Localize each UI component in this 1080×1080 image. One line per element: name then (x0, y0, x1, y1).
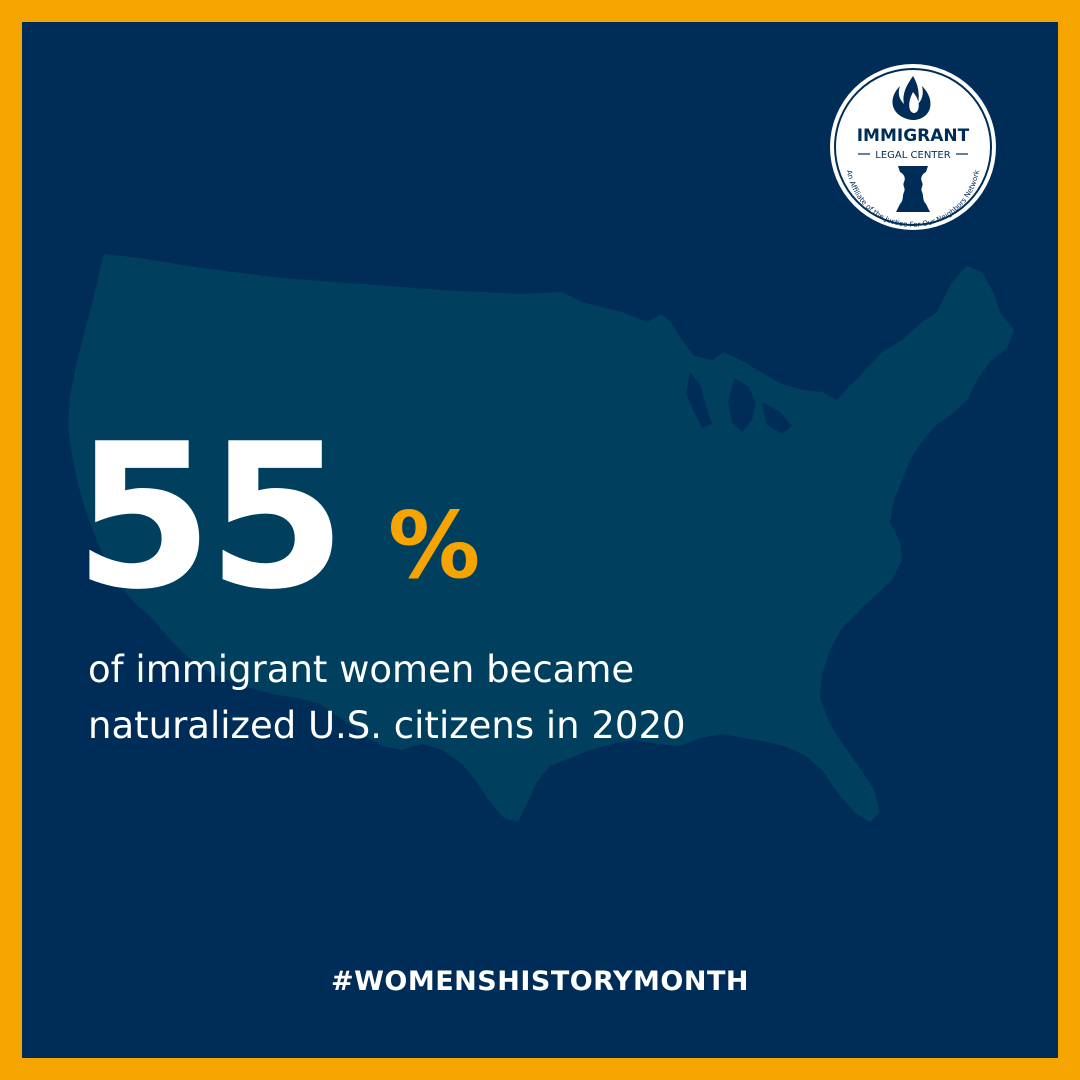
caption-line-1: of immigrant women became (88, 648, 635, 691)
caption-line-2: naturalized U.S. citizens in 2020 (88, 704, 686, 747)
hashtag: #WOMENSHISTORYMONTH (331, 966, 749, 997)
vase-faces-icon (896, 166, 930, 212)
post-frame: 55 % of immigrant women became naturaliz… (22, 22, 1058, 1058)
flame-icon (892, 76, 931, 120)
logo-name-line-2: LEGAL CENTER (875, 150, 950, 161)
stat-caption: of immigrant women became naturalized U.… (88, 642, 686, 754)
stat-percent-sign: % (388, 492, 481, 599)
us-map-silhouette-icon (68, 254, 1014, 822)
stat-number: 55 (74, 401, 346, 634)
logo-name-line-1: IMMIGRANT (857, 126, 970, 146)
immigrant-legal-center-logo: IMMIGRANT LEGAL CENTER An Affiliate of t… (830, 64, 996, 230)
